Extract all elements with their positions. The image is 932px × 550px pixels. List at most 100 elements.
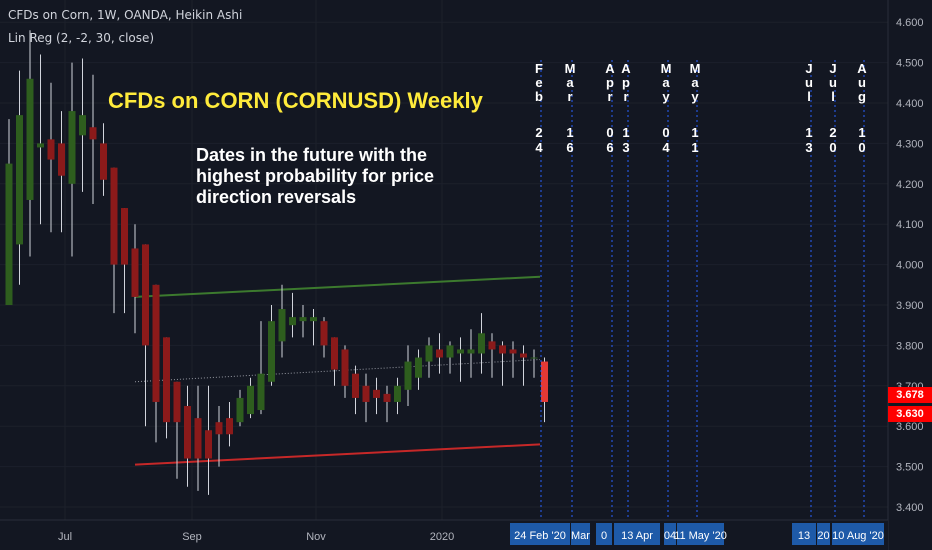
candle-bear <box>541 357 548 423</box>
date-day-digit: 0 <box>662 125 669 140</box>
candle-body <box>89 127 97 140</box>
date-month-letter: r <box>607 89 612 104</box>
date-month-letter: g <box>858 89 866 104</box>
candle-body <box>404 361 412 390</box>
price-tag-lower: 3.630 <box>888 406 932 422</box>
chart-title: CFDs on CORN (CORNUSD) Weekly <box>108 88 483 113</box>
candle-body <box>457 349 464 354</box>
date-month-letter: r <box>623 89 628 104</box>
candle-bull <box>299 305 307 338</box>
candle-bear <box>383 385 391 423</box>
candle-body <box>383 393 391 402</box>
date-axis-box <box>510 523 570 545</box>
subtitle-line: Dates in the future with the <box>196 145 428 165</box>
x-tick-label: 2020 <box>430 531 454 543</box>
chart-subtitle: Dates in the future with the highest pro… <box>196 145 434 208</box>
y-tick-label: 4.000 <box>896 260 924 272</box>
date-day-digit: 1 <box>858 125 865 140</box>
candle-body <box>310 317 317 322</box>
candle-bear <box>226 401 233 447</box>
time-axis-bg <box>0 520 888 550</box>
candle-bull <box>289 292 296 338</box>
candle-body <box>373 389 380 398</box>
candle-body <box>226 418 233 435</box>
candle-body <box>488 341 496 350</box>
date-day-digit: 1 <box>622 125 629 140</box>
date-axis-label: 13 <box>798 530 810 542</box>
candle-bull <box>37 54 44 225</box>
date-day-digit: 1 <box>691 140 698 155</box>
date-day-digit: 1 <box>805 125 812 140</box>
candle-body <box>100 143 107 180</box>
candle-body <box>289 317 296 326</box>
candle-body <box>215 422 223 435</box>
candle-bull <box>310 309 317 346</box>
candle-bear <box>58 111 65 233</box>
y-tick-label: 4.500 <box>896 58 924 70</box>
date-day-digit: 6 <box>566 140 573 155</box>
y-tick-label: 3.800 <box>896 340 924 352</box>
y-tick-label: 4.100 <box>896 219 924 231</box>
date-month-letter: p <box>606 75 614 90</box>
candle-bull <box>425 337 433 378</box>
date-axis-label: 24 Feb '20 <box>514 530 566 542</box>
date-month-letter: u <box>858 75 866 90</box>
date-axis-box <box>664 523 676 545</box>
y-tick-label: 3.500 <box>896 462 924 474</box>
date-month-letter: M <box>690 61 701 76</box>
date-month-letter: J <box>805 61 812 76</box>
candle-body <box>236 397 244 423</box>
date-axis-label: Mar <box>571 530 590 542</box>
candle-bear <box>121 208 128 314</box>
candle-body <box>394 385 401 402</box>
date-axis-label: 0 <box>601 530 607 542</box>
x-tick-label: Sep <box>182 531 202 543</box>
candle-bear <box>205 385 212 495</box>
candle-bull <box>247 377 254 419</box>
candle-bear <box>89 74 97 204</box>
candle-bear <box>341 345 349 398</box>
candle-bear <box>47 82 55 233</box>
candle-body <box>5 163 13 305</box>
candle-body <box>478 333 485 354</box>
date-day-digit: 6 <box>606 140 613 155</box>
date-month-letter: A <box>605 61 615 76</box>
date-month-letter: u <box>805 75 813 90</box>
candle-body <box>257 373 265 411</box>
candle-body <box>331 337 338 370</box>
date-day-digit: 3 <box>805 140 812 155</box>
candles <box>5 30 548 495</box>
date-axis-box <box>832 523 884 545</box>
candle-bull <box>257 321 265 415</box>
candle-bear <box>509 341 517 378</box>
date-day-digit: 0 <box>606 125 613 140</box>
candle-bear <box>173 381 181 479</box>
regression-channel <box>134 275 541 466</box>
candle-bull <box>404 345 412 406</box>
candle-body <box>268 321 275 382</box>
candle-body <box>37 143 44 148</box>
date-month-letter: A <box>621 61 631 76</box>
symbol-header[interactable]: CFDs on Corn, 1W, OANDA, Heikin Ashi <box>8 8 243 22</box>
candle-body <box>509 349 517 354</box>
candle-body <box>446 345 454 358</box>
candle-body <box>467 349 475 354</box>
candle-body <box>26 78 34 200</box>
indicator-header[interactable]: Lin Reg (2, -2, 30, close) <box>8 31 155 45</box>
candle-body <box>68 111 76 184</box>
candle-body <box>436 349 443 358</box>
candle-bear <box>100 123 107 196</box>
candle-bull <box>478 313 485 374</box>
subtitle-line: highest probability for price <box>196 166 435 186</box>
candle-body <box>520 353 527 358</box>
candle-body <box>320 321 328 346</box>
y-tick-label: 4.300 <box>896 138 924 150</box>
candle-bear <box>152 284 160 443</box>
candle-body <box>205 430 212 459</box>
candle-bear <box>194 385 202 491</box>
candle-bear <box>331 337 338 386</box>
price-axis: 3.4003.5003.6003.7003.8003.9004.0004.100… <box>887 0 924 550</box>
date-month-letter: a <box>662 75 670 90</box>
date-month-letter: A <box>857 61 867 76</box>
